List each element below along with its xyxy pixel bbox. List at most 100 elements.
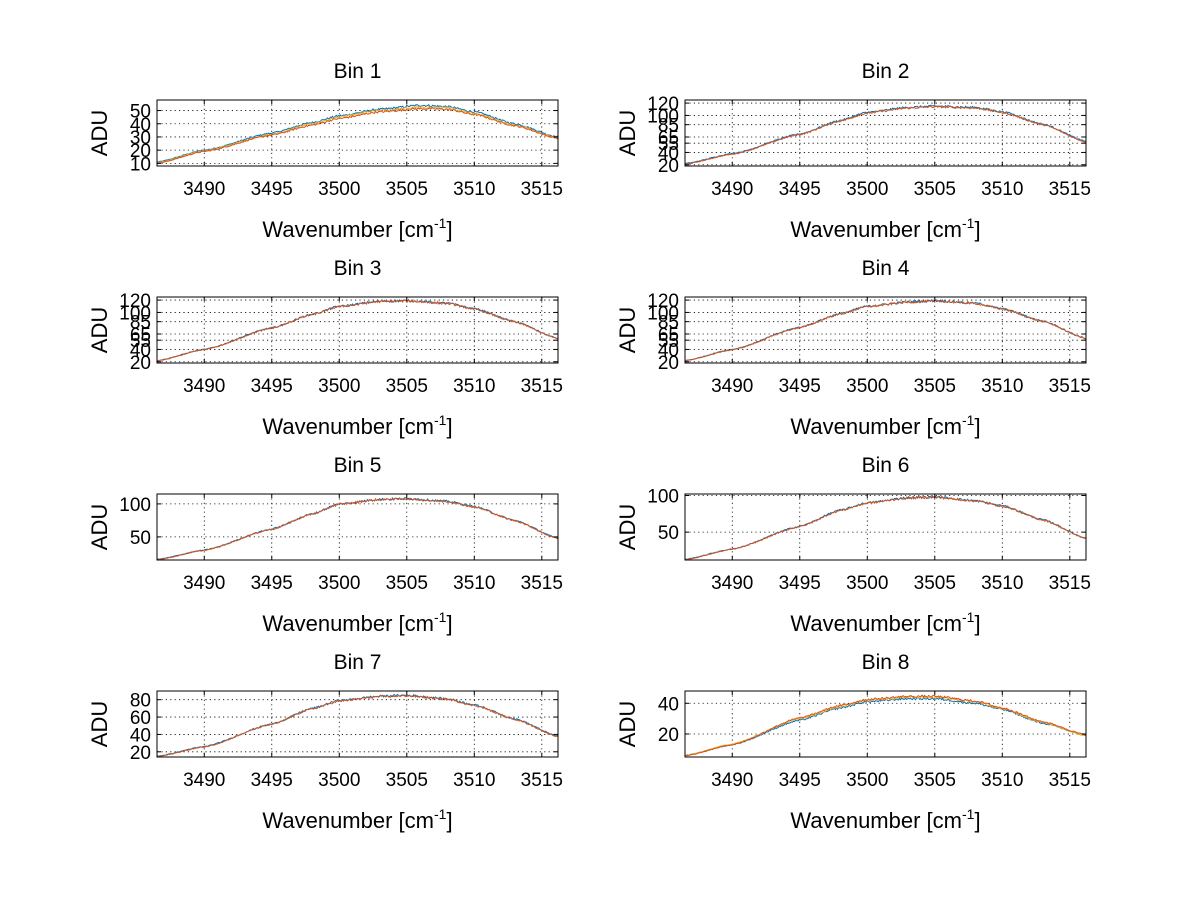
series-line-3 [156,107,559,165]
x-axis-label: Wavenumber [cm-1] [262,412,452,439]
x-tick-label: 3505 [386,179,428,200]
x-tick-label: 3490 [711,770,753,791]
x-tick-label: 3515 [521,770,563,791]
subplot-bin-4: 3490 3495 3500 3505 3510 3515 2040556585100120… [615,257,1091,439]
plot-area [684,296,1087,364]
x-tick-label: 3495 [779,573,821,594]
y-axis-label: ADU [615,110,640,156]
subplot-bin-5: 3490 3495 3500 3505 3510 3515 50 100 Bin 5 Wavenu… [87,454,563,636]
chart-title: Bin 7 [334,651,382,674]
plot-area [156,493,559,561]
x-tick-label: 3510 [981,573,1023,594]
x-axis-label: Wavenumber [cm-1] [262,215,452,242]
series-line-2 [156,299,559,362]
x-axis-label: Wavenumber [cm-1] [262,806,452,833]
plot-area [156,690,559,758]
chart-title: Bin 6 [862,454,910,477]
x-tick-label: 3500 [318,376,360,397]
x-tick-label: 3515 [521,573,563,594]
x-tick-label: 3500 [318,179,360,200]
series-line-2 [685,105,1087,165]
y-tick-label: 20 [658,725,679,746]
y-tick-label: 85 [658,313,679,334]
series-line-2 [156,694,559,758]
axes-frame [684,493,1087,561]
axes-frame [684,296,1087,364]
series-line-3 [685,694,1087,757]
y-tick-label: 20 [658,156,679,177]
x-tick-label: 3490 [183,573,225,594]
y-tick-label: 80 [130,691,151,712]
y-tick-label: 100 [647,106,679,127]
y-axis-label: ADU [615,701,640,747]
axes-frame [684,99,1087,167]
y-axis-label: ADU [87,701,112,747]
x-tick-label: 3505 [914,770,956,791]
y-axis-label: ADU [615,307,640,353]
y-tick-label: 100 [647,303,679,324]
x-tick-label: 3500 [846,179,888,200]
chart-title: Bin 4 [862,257,910,280]
series-line-2 [684,299,1087,362]
chart-title: Bin 3 [334,257,382,280]
plot-area [684,690,1087,758]
y-tick-label: 55 [658,331,679,352]
x-tick-label: 3495 [251,573,293,594]
subplot-bin-6: 3490 3495 3500 3505 3510 3515 50 100 Bin 6 Wavenu… [615,454,1091,636]
y-tick-label: 40 [658,340,679,361]
x-tick-label: 3505 [386,376,428,397]
axes-frame [156,690,559,758]
x-tick-label: 3490 [183,770,225,791]
x-tick-label: 3515 [521,179,563,200]
x-tick-label: 3500 [318,770,360,791]
axes-frame [156,493,559,561]
x-tick-label: 3495 [251,376,293,397]
x-tick-label: 3505 [914,179,956,200]
x-tick-label: 3490 [183,179,225,200]
y-tick-label: 100 [119,495,151,516]
x-tick-label: 3500 [318,573,360,594]
y-tick-label: 40 [130,115,151,136]
y-axis-label: ADU [87,110,112,156]
x-axis-label: Wavenumber [cm-1] [790,215,980,242]
y-tick-label: 50 [658,523,679,544]
x-tick-label: 3515 [1049,179,1091,200]
y-tick-label: 55 [130,331,151,352]
y-tick-label: 40 [130,725,151,746]
y-tick-label: 40 [658,143,679,164]
x-tick-label: 3500 [846,376,888,397]
y-tick-label: 40 [130,340,151,361]
series-line-2 [157,105,559,164]
series-line-2 [684,495,1087,561]
x-tick-label: 3500 [846,770,888,791]
x-tick-label: 3500 [846,573,888,594]
x-tick-label: 3505 [914,376,956,397]
y-tick-label: 65 [658,128,679,149]
y-tick-label: 20 [130,353,151,374]
plot-area [156,99,559,167]
x-tick-label: 3515 [1049,770,1091,791]
x-tick-label: 3490 [711,179,753,200]
x-tick-label: 3515 [1049,376,1091,397]
chart-title: Bin 5 [334,454,382,477]
y-tick-label: 60 [130,708,151,729]
x-tick-label: 3490 [183,376,225,397]
x-tick-label: 3495 [251,770,293,791]
chart-title: Bin 2 [862,60,910,83]
x-tick-label: 3505 [914,573,956,594]
plot-area [156,296,559,364]
y-axis-label: ADU [87,504,112,550]
subplot-bin-2: 3490 3495 3500 3505 3510 3515 2040556585100120… [615,60,1091,242]
y-tick-label: 20 [130,141,151,162]
x-tick-label: 3515 [521,376,563,397]
subplot-bin-3: 3490 3495 3500 3505 3510 3515 2040556585100120… [87,257,563,439]
x-tick-label: 3495 [251,179,293,200]
x-tick-label: 3510 [453,376,495,397]
y-tick-label: 65 [130,325,151,346]
x-tick-label: 3510 [981,179,1023,200]
y-tick-label: 100 [119,303,151,324]
x-tick-label: 3490 [711,376,753,397]
y-tick-label: 120 [119,291,151,312]
